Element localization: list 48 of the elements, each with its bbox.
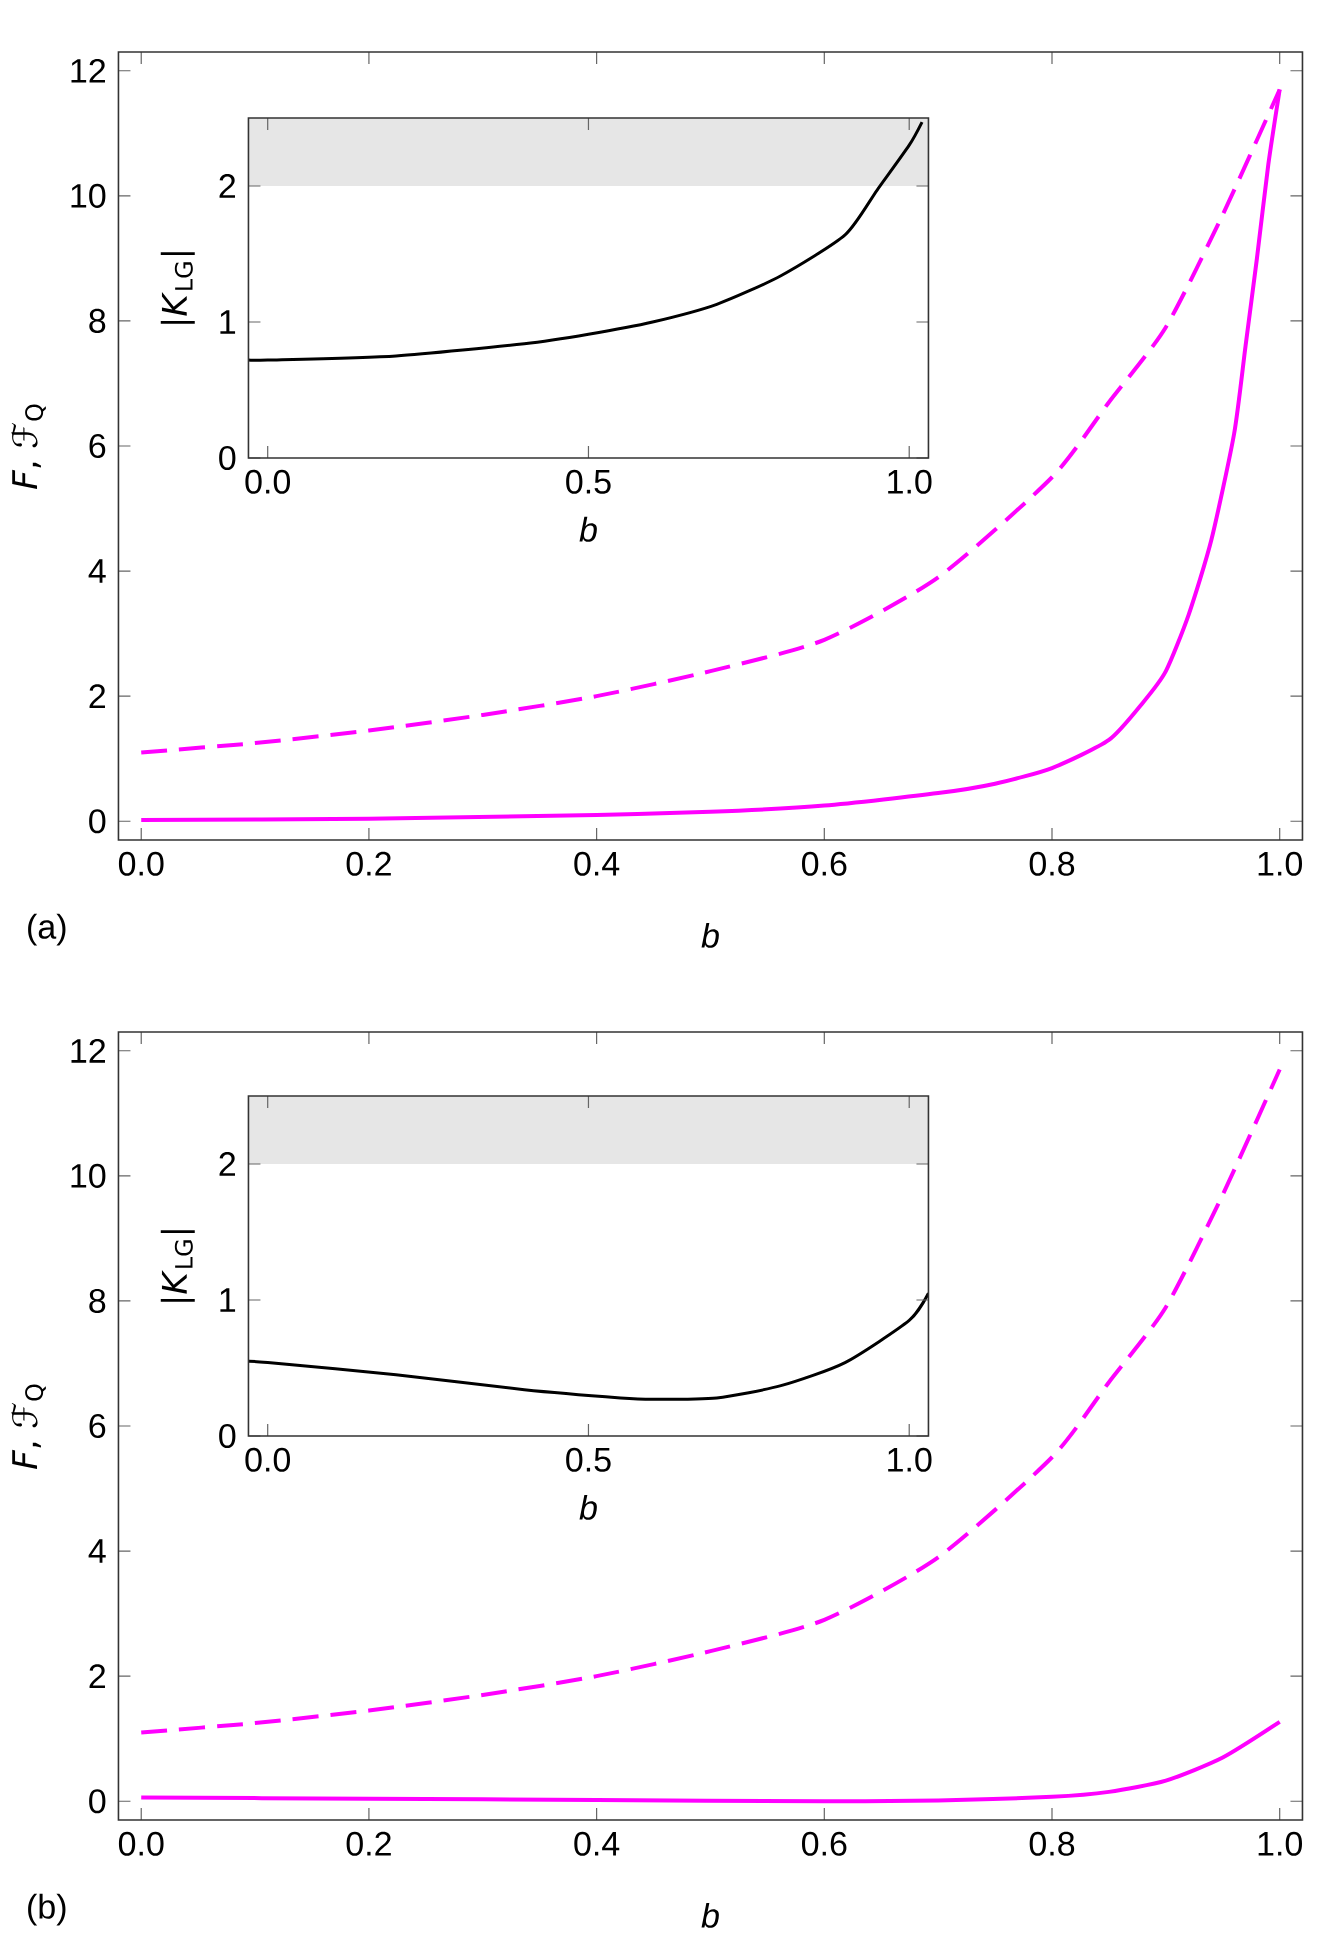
x-axis-title: b xyxy=(579,1494,597,1520)
y-tick-label: 2 xyxy=(89,1664,105,1689)
y-tick-label: 1 xyxy=(220,1288,235,1312)
x-tick-label: 0.6 xyxy=(801,1831,847,1856)
y-tick-label: 10 xyxy=(71,1163,106,1188)
y-axis-title: |K$_{LG}$| xyxy=(160,252,195,324)
x-tick-label: 0.2 xyxy=(346,851,391,876)
y-tick-label: 2 xyxy=(89,684,105,709)
y-tick-label: 12 xyxy=(71,58,105,83)
x-tick-label: 1.0 xyxy=(887,469,932,494)
x-tick-label: 1.0 xyxy=(887,1447,932,1472)
x-tick-label: 0.6 xyxy=(801,851,847,876)
y-axis-title: F, ℱ$_{Q}$ xyxy=(11,404,46,489)
y-tick-label: 0 xyxy=(88,1789,106,1814)
y-tick-label: 10 xyxy=(71,183,106,208)
x-tick-label: 0.0 xyxy=(245,1447,290,1472)
x-tick-label: 1.0 xyxy=(1258,851,1302,876)
y-axis-title: F, ℱ$_{Q}$ xyxy=(11,1384,46,1469)
x-tick-label: 1.0 xyxy=(1258,1831,1302,1856)
x-tick-label: 0.5 xyxy=(565,469,611,494)
y-tick-label: 8 xyxy=(89,308,106,333)
y-tick-label: 0 xyxy=(218,1423,236,1449)
y-tick-label: 0 xyxy=(218,445,236,471)
x-tick-label: 0.0 xyxy=(118,851,164,876)
x-axis-title: b xyxy=(701,1902,719,1928)
x-tick-label: 0.8 xyxy=(1029,1831,1074,1856)
y-tick-label: 4 xyxy=(88,1539,106,1563)
y-tick-label: 2 xyxy=(219,1152,235,1176)
x-tick-label: 0.0 xyxy=(118,1831,164,1856)
x-tick-label: 0.8 xyxy=(1029,851,1074,876)
y-tick-label: 1 xyxy=(220,310,235,334)
y-tick-label: 8 xyxy=(89,1288,106,1313)
x-tick-label: 0.0 xyxy=(245,469,290,494)
y-tick-label: 6 xyxy=(89,1413,106,1439)
y-tick-label: 4 xyxy=(88,559,106,583)
text: (a) xyxy=(27,913,66,946)
text: (b) xyxy=(27,1893,66,1926)
y-axis-title: |K$_{LG}$| xyxy=(160,1230,195,1302)
x-tick-label: 0.4 xyxy=(574,851,620,876)
x-tick-label: 0.4 xyxy=(574,1831,620,1856)
x-axis-title: b xyxy=(701,922,719,948)
x-tick-label: 0.5 xyxy=(565,1447,611,1472)
y-tick-label: 6 xyxy=(89,433,106,459)
y-tick-label: 0 xyxy=(88,809,106,834)
x-tick-label: 0.2 xyxy=(346,1831,391,1856)
y-tick-label: 2 xyxy=(219,174,235,198)
x-axis-title: b xyxy=(579,516,597,542)
y-tick-label: 12 xyxy=(71,1038,105,1063)
